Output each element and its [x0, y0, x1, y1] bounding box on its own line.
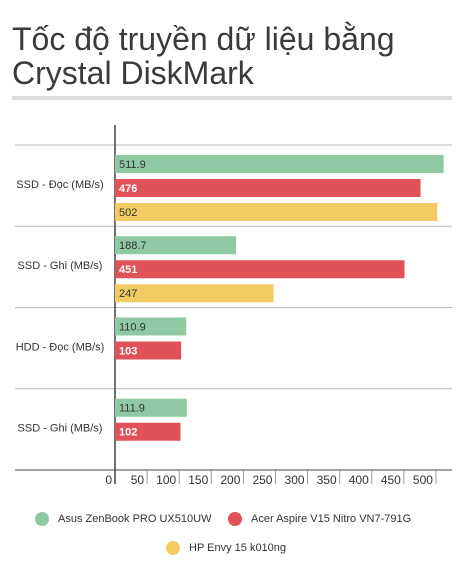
bar	[115, 179, 421, 197]
value-label: 110.9	[119, 321, 146, 333]
y-tick-label: HDD - Đọc (MB/s)	[16, 341, 105, 353]
bar	[115, 284, 274, 303]
x-tick-label: 100	[156, 473, 176, 487]
bar	[115, 236, 237, 255]
value-label: 511.9	[119, 159, 146, 171]
bar	[115, 260, 405, 279]
value-label: 111.9	[119, 403, 145, 415]
legend-marker	[228, 512, 242, 526]
chart-title: Crystal DiskMark	[12, 55, 255, 91]
y-tick-label: SSD - Đọc (MB/s)	[16, 179, 103, 191]
legend-label: Asus ZenBook PRO UX510UW	[58, 513, 212, 525]
bar	[115, 341, 182, 360]
x-tick-label: 450	[381, 473, 401, 487]
legend-marker	[35, 512, 49, 526]
value-label: 247	[119, 288, 137, 300]
value-label: 102	[119, 427, 137, 439]
chart-title: Tốc độ truyền dữ liệu bằng	[12, 21, 395, 57]
legend-label: HP Envy 15 k010ng	[189, 542, 286, 554]
x-tick-label: 0	[105, 473, 112, 487]
x-tick-label: 250	[252, 473, 272, 487]
value-label: 476	[119, 183, 137, 195]
x-tick-label: 200	[220, 473, 240, 487]
x-tick-label: 500	[413, 473, 433, 487]
x-tick-label: 50	[131, 473, 145, 487]
legend-marker	[166, 541, 180, 555]
value-label: 103	[119, 345, 137, 357]
x-tick-label: 300	[285, 473, 305, 487]
bar	[115, 422, 181, 441]
legend-label: Acer Aspire V15 Nitro VN7-791G	[251, 513, 411, 525]
value-label: 188.7	[119, 240, 147, 252]
bar	[115, 155, 444, 173]
bar	[115, 317, 187, 336]
y-tick-label: SSD - Ghi (MB/s)	[18, 423, 103, 435]
separator	[12, 96, 452, 100]
x-tick-label: 150	[188, 473, 208, 487]
bar	[115, 203, 438, 221]
y-tick-label: SSD - Ghi (MB/s)	[18, 260, 103, 272]
value-label: 451	[119, 264, 137, 276]
value-label: 502	[119, 207, 137, 219]
bar	[115, 398, 187, 417]
x-tick-label: 350	[317, 473, 337, 487]
x-tick-label: 400	[349, 473, 369, 487]
